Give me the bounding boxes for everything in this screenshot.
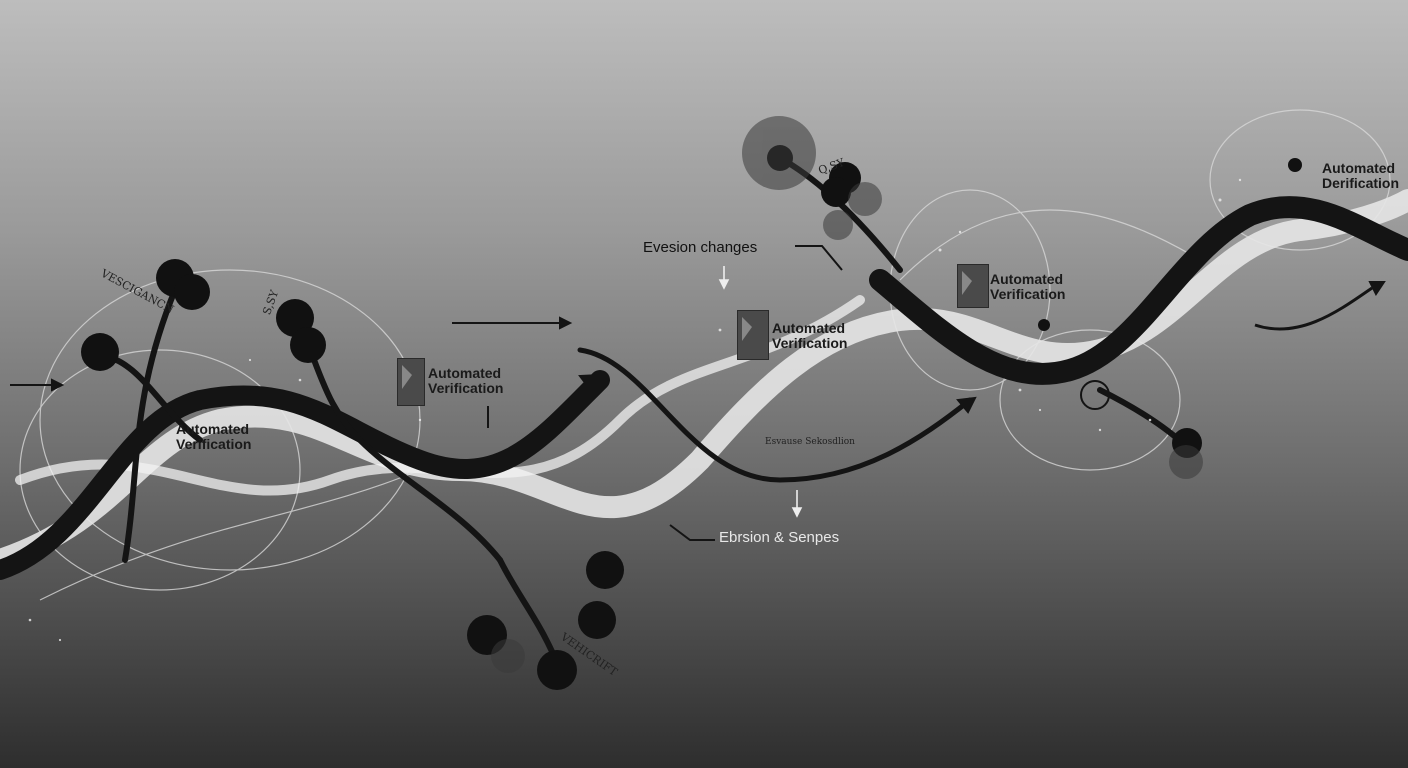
evesion-changes-label: Evesion changes bbox=[643, 239, 758, 256]
small-caption-label: Esvause Sekosdlion bbox=[765, 437, 855, 447]
dark-nodes bbox=[81, 145, 1302, 690]
splatter bbox=[28, 178, 1242, 642]
automated-verification-label-1: Automated Verification bbox=[428, 365, 504, 396]
ring-node bbox=[1080, 380, 1110, 410]
verification-icon-3 bbox=[957, 264, 989, 308]
automated-verification-label-left: Automated Verification bbox=[176, 421, 252, 452]
light-arrows bbox=[718, 266, 803, 518]
automated-verification-label-2: Automated Verification bbox=[772, 320, 848, 351]
verification-icon-1 bbox=[397, 358, 425, 406]
dark-ribbon-right bbox=[869, 196, 1408, 385]
light-ribbon bbox=[0, 189, 1408, 571]
arrows bbox=[10, 281, 1386, 428]
leader-lines bbox=[669, 245, 843, 541]
dark-ribbon bbox=[0, 370, 610, 580]
automated-verification-label-3: Automated Verification bbox=[990, 271, 1066, 302]
automated-verification-label-topright: Automated Derification bbox=[1322, 160, 1400, 191]
ebrsion-senpes-label: Ebrsion & Senpes bbox=[719, 529, 840, 546]
faded-nodes bbox=[491, 116, 1203, 673]
thin-swirl-lines bbox=[19, 109, 1391, 601]
dark-curve-mid bbox=[577, 347, 973, 483]
verification-icon-2 bbox=[737, 310, 769, 360]
